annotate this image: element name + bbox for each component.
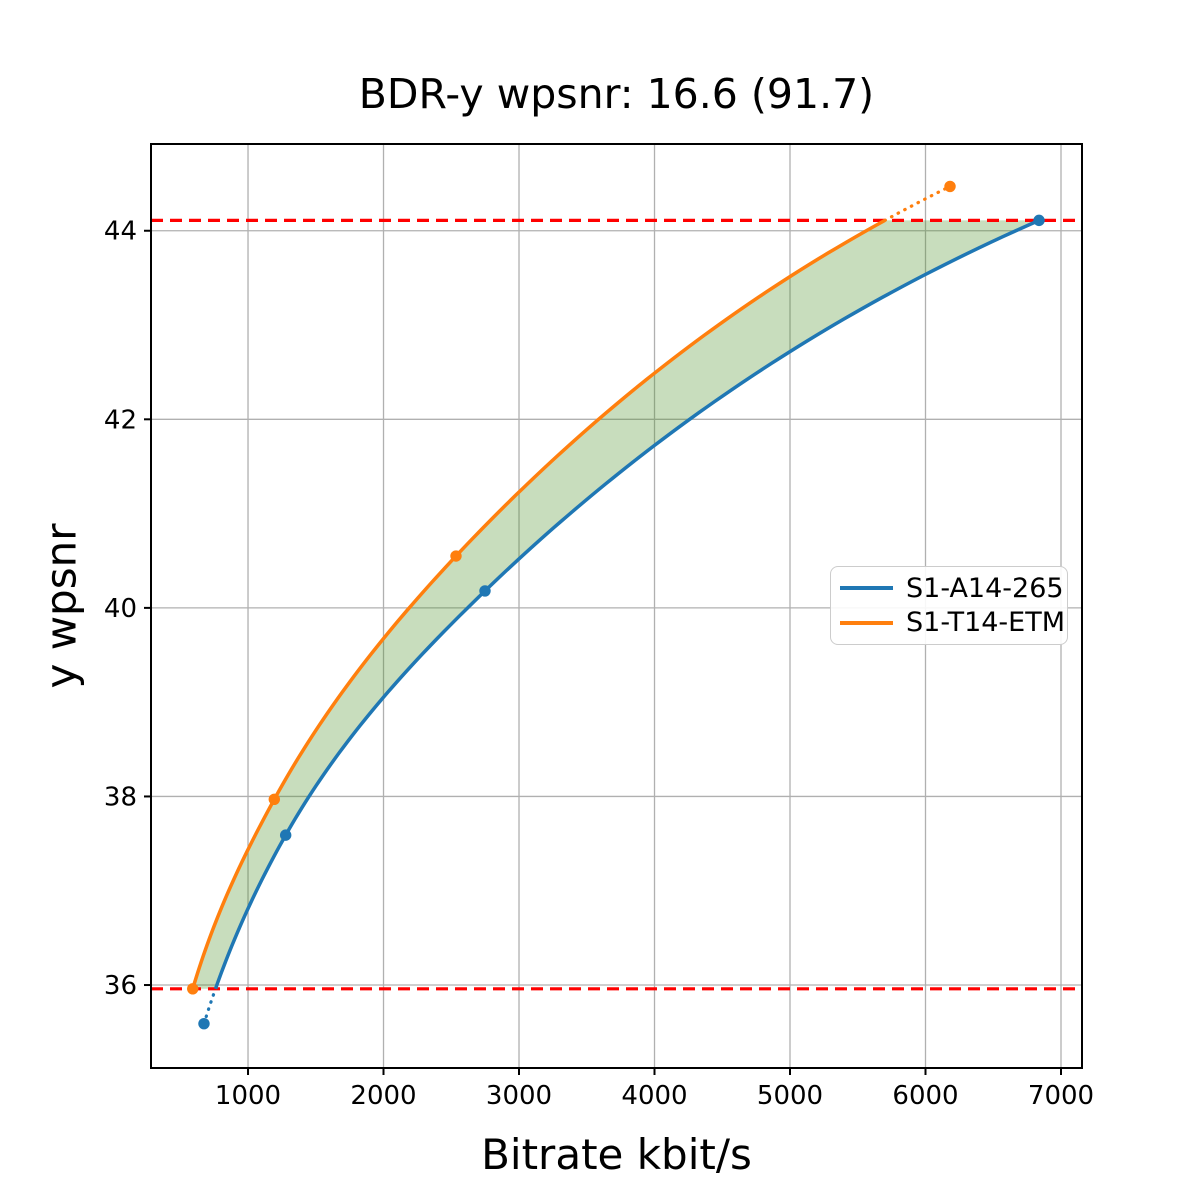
y-tick-label: 38 [104, 782, 137, 812]
series-curve-dotted-high-1 [883, 184, 952, 222]
data-point-marker-0 [1033, 214, 1045, 227]
data-point-marker-1 [944, 180, 956, 193]
bd-bound-lines-layer [151, 218, 1082, 991]
x-tick-label: 3000 [486, 1081, 552, 1111]
series-curves-layer [191, 184, 1040, 1026]
series-curve-solid-0 [213, 218, 1040, 990]
x-axis-label: Bitrate kbit/s [481, 1130, 752, 1179]
data-point-marker-1 [268, 793, 281, 805]
x-tick-label: 7000 [1028, 1081, 1094, 1111]
legend-label-1: S1-T14-ETM [906, 607, 1066, 639]
y-tick-label: 36 [104, 971, 137, 1001]
series-curve-solid-1 [191, 218, 886, 990]
chart-title: BDR-y wpsnr: 16.6 (91.7) [358, 70, 875, 118]
y-tick-label: 44 [104, 217, 137, 247]
x-tick-label: 1000 [215, 1081, 281, 1111]
x-tick-label: 2000 [350, 1081, 416, 1111]
data-point-marker-1 [450, 550, 462, 562]
axis-ticks-layer: 1000 2000 3000 4000 5000 6000 7000 36 38 40 42 44 [104, 217, 1094, 1111]
data-point-markers-layer [187, 180, 1045, 1030]
x-tick-label: 5000 [757, 1081, 823, 1111]
data-point-marker-0 [279, 829, 292, 841]
legend-label-0: S1-A14-265 [906, 572, 1064, 604]
data-point-marker-0 [479, 585, 491, 597]
legend-line-sample-1 [840, 621, 893, 625]
data-point-marker-1 [187, 983, 199, 995]
plot-frame [150, 143, 1083, 1069]
y-tick-label: 42 [104, 405, 137, 435]
data-point-marker-0 [198, 1017, 210, 1030]
x-tick-label: 4000 [621, 1081, 687, 1111]
legend-item-0: S1-A14-265 [840, 573, 1067, 604]
legend: S1-A14-265 S1-T14-ETM [830, 566, 1068, 645]
y-axis-label: y wpsnr [36, 523, 86, 689]
series-curve-dotted-low-0 [202, 987, 218, 1026]
x-tick-label: 6000 [892, 1081, 958, 1111]
y-tick-label: 40 [104, 594, 137, 624]
legend-line-sample-0 [840, 586, 893, 590]
legend-item-1: S1-T14-ETM [840, 607, 1067, 638]
